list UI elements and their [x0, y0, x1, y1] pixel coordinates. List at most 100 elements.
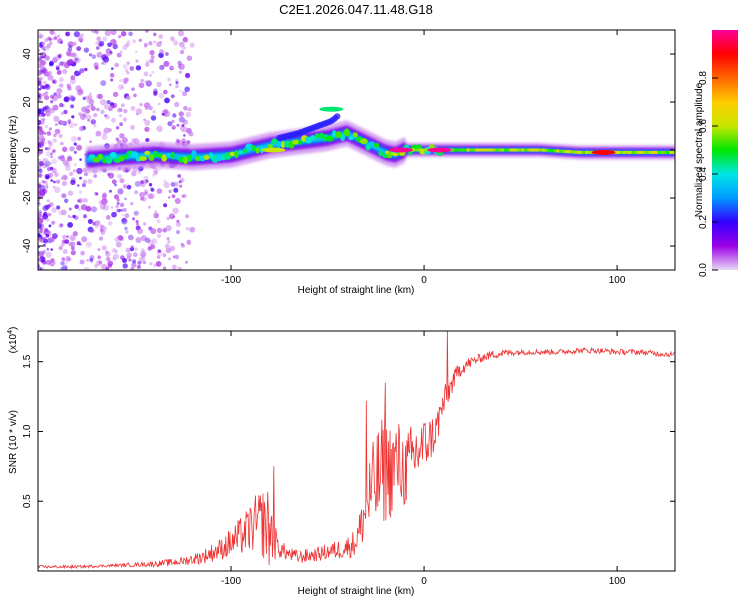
noise-point: [179, 49, 185, 55]
noise-point: [81, 236, 88, 243]
noise-point: [135, 59, 139, 63]
noise-point: [67, 156, 73, 162]
noise-point: [60, 266, 64, 270]
ridge-blob: [343, 128, 350, 137]
noise-point: [84, 67, 88, 72]
ridge-blob: [165, 152, 172, 159]
noise-point: [83, 214, 87, 219]
strong-line-segment: [672, 150, 675, 154]
strong-line-segment: [567, 150, 572, 154]
ridge-blob: [123, 154, 129, 160]
noise-point: [94, 220, 101, 227]
noise-point: [51, 207, 57, 213]
noise-point: [38, 48, 41, 53]
noise-point: [156, 255, 161, 259]
noise-point: [118, 35, 122, 39]
noise-point: [38, 267, 41, 270]
noise-point: [169, 245, 176, 252]
noise-point: [183, 134, 186, 137]
noise-point: [138, 256, 145, 263]
noise-point: [88, 53, 93, 57]
noise-point: [38, 212, 41, 217]
strong-line-segment: [527, 148, 531, 152]
noise-point: [179, 177, 185, 183]
noise-point: [176, 230, 180, 235]
noise-point: [115, 126, 120, 130]
noise-point: [93, 113, 98, 118]
strong-line-segment: [654, 150, 658, 154]
ridge-blob: [105, 156, 113, 164]
noise-point: [158, 52, 164, 59]
noise-point: [58, 223, 64, 229]
noise-point: [117, 235, 124, 241]
noise-point: [122, 263, 128, 269]
strong-line-segment: [547, 149, 551, 152]
noise-point: [93, 174, 97, 178]
noise-point: [77, 198, 83, 204]
noise-point: [67, 222, 73, 228]
x-tick-label: 100: [609, 576, 626, 587]
noise-point: [111, 179, 117, 185]
noise-point: [82, 96, 86, 100]
noise-point: [38, 173, 43, 178]
noise-point: [136, 222, 139, 226]
strong-line-segment: [573, 150, 577, 154]
noise-point: [40, 228, 44, 232]
noise-point: [107, 260, 114, 267]
noise-point: [102, 36, 108, 42]
ridge-blob: [229, 151, 235, 157]
noise-point: [157, 233, 162, 239]
snr-panel: -100 0 100 0.5 1.0 1.5 Height of straight li…: [7, 327, 676, 597]
noise-point: [182, 119, 188, 125]
ridge-blob: [281, 140, 286, 149]
strong-line-segment: [585, 150, 589, 154]
noise-point: [42, 237, 47, 242]
strong-line-segment: [483, 148, 488, 152]
noise-point: [72, 231, 78, 237]
strong-line-segment: [397, 152, 401, 156]
noise-point: [122, 208, 127, 212]
noise-point: [62, 68, 68, 75]
noise-point: [150, 188, 155, 192]
noise-point: [184, 86, 190, 93]
strong-line-segment: [620, 150, 624, 154]
strong-line-segment: [666, 150, 670, 154]
y-tick-label: 0: [22, 147, 33, 153]
noise-point: [127, 234, 134, 241]
hot-spot: [591, 149, 616, 155]
upper-branch: [276, 113, 341, 142]
noise-point: [85, 205, 92, 212]
noise-point: [52, 79, 57, 85]
noise-point: [69, 146, 75, 152]
noise-point: [49, 162, 52, 165]
ridge-blob: [292, 139, 300, 145]
noise-point: [188, 132, 193, 137]
noise-point: [128, 31, 133, 37]
strong-line-segment: [582, 150, 586, 154]
noise-point: [116, 201, 120, 205]
noise-point: [122, 184, 128, 189]
noise-point: [139, 102, 143, 107]
noise-point: [124, 68, 129, 73]
noise-point: [187, 107, 192, 112]
noise-point: [50, 220, 56, 225]
noise-point: [110, 67, 114, 70]
noise-point: [47, 74, 54, 81]
noise-point: [148, 193, 155, 200]
noise-point: [178, 41, 185, 48]
noise-point: [117, 84, 125, 91]
noise-point: [114, 236, 121, 243]
noise-point: [44, 46, 50, 51]
noise-point: [185, 260, 188, 264]
snr-y-label: SNR (10 * v/v): [8, 410, 19, 474]
noise-point: [50, 152, 54, 156]
noise-point: [85, 114, 92, 120]
noise-point: [89, 140, 92, 143]
colorbar: 0.0 0.2 0.4 0.6 0.8 Normalized spectral ampl…: [694, 30, 738, 277]
noise-point: [147, 246, 152, 251]
ridge-blob: [378, 150, 384, 157]
noise-point: [64, 62, 70, 69]
noise-point: [76, 46, 82, 51]
noise-point: [46, 199, 50, 203]
noise-point: [64, 239, 70, 245]
